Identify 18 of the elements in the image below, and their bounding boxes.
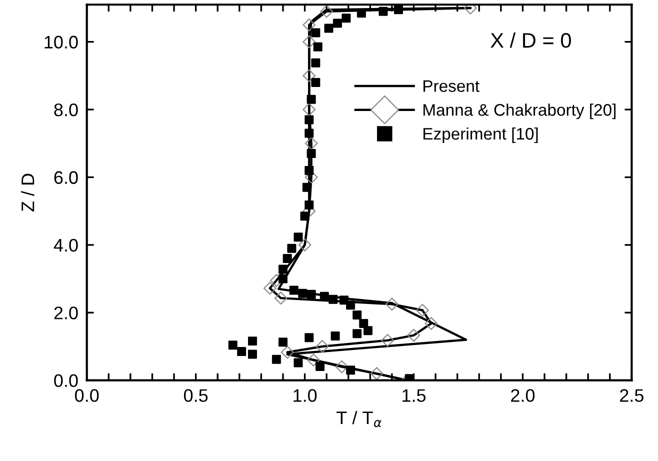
y-tick-label: 10.0 [44,36,78,49]
legend-label: Ezperiment [10] [424,127,538,143]
y-tick-label: 0.0 [54,374,78,388]
y-tick-label: 2.0 [54,306,78,320]
x-tick-label: 0.0 [75,389,99,402]
x-axis-title: T / T$_{α}$ [336,410,382,428]
y-tick-label: 4.0 [54,238,78,252]
x-tick-label: 1.5 [402,389,426,402]
x-tick-label: 1.0 [294,389,317,402]
legend-label: Manna & Chakraborty [20] [424,104,616,120]
x-tick-label: 0.5 [184,389,208,402]
y-tick-label: 6.0 [54,171,78,184]
y-tick-label: 8.0 [54,103,78,116]
annotation: X / D = 0 [490,32,571,48]
y-axis-title: Z / D [21,174,34,212]
x-tick-label: 2.5 [620,389,644,402]
legend-label: Present [424,80,480,92]
x-tick-label: 2.0 [511,389,535,402]
